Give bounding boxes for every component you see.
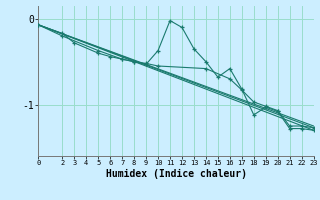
X-axis label: Humidex (Indice chaleur): Humidex (Indice chaleur) bbox=[106, 169, 246, 179]
